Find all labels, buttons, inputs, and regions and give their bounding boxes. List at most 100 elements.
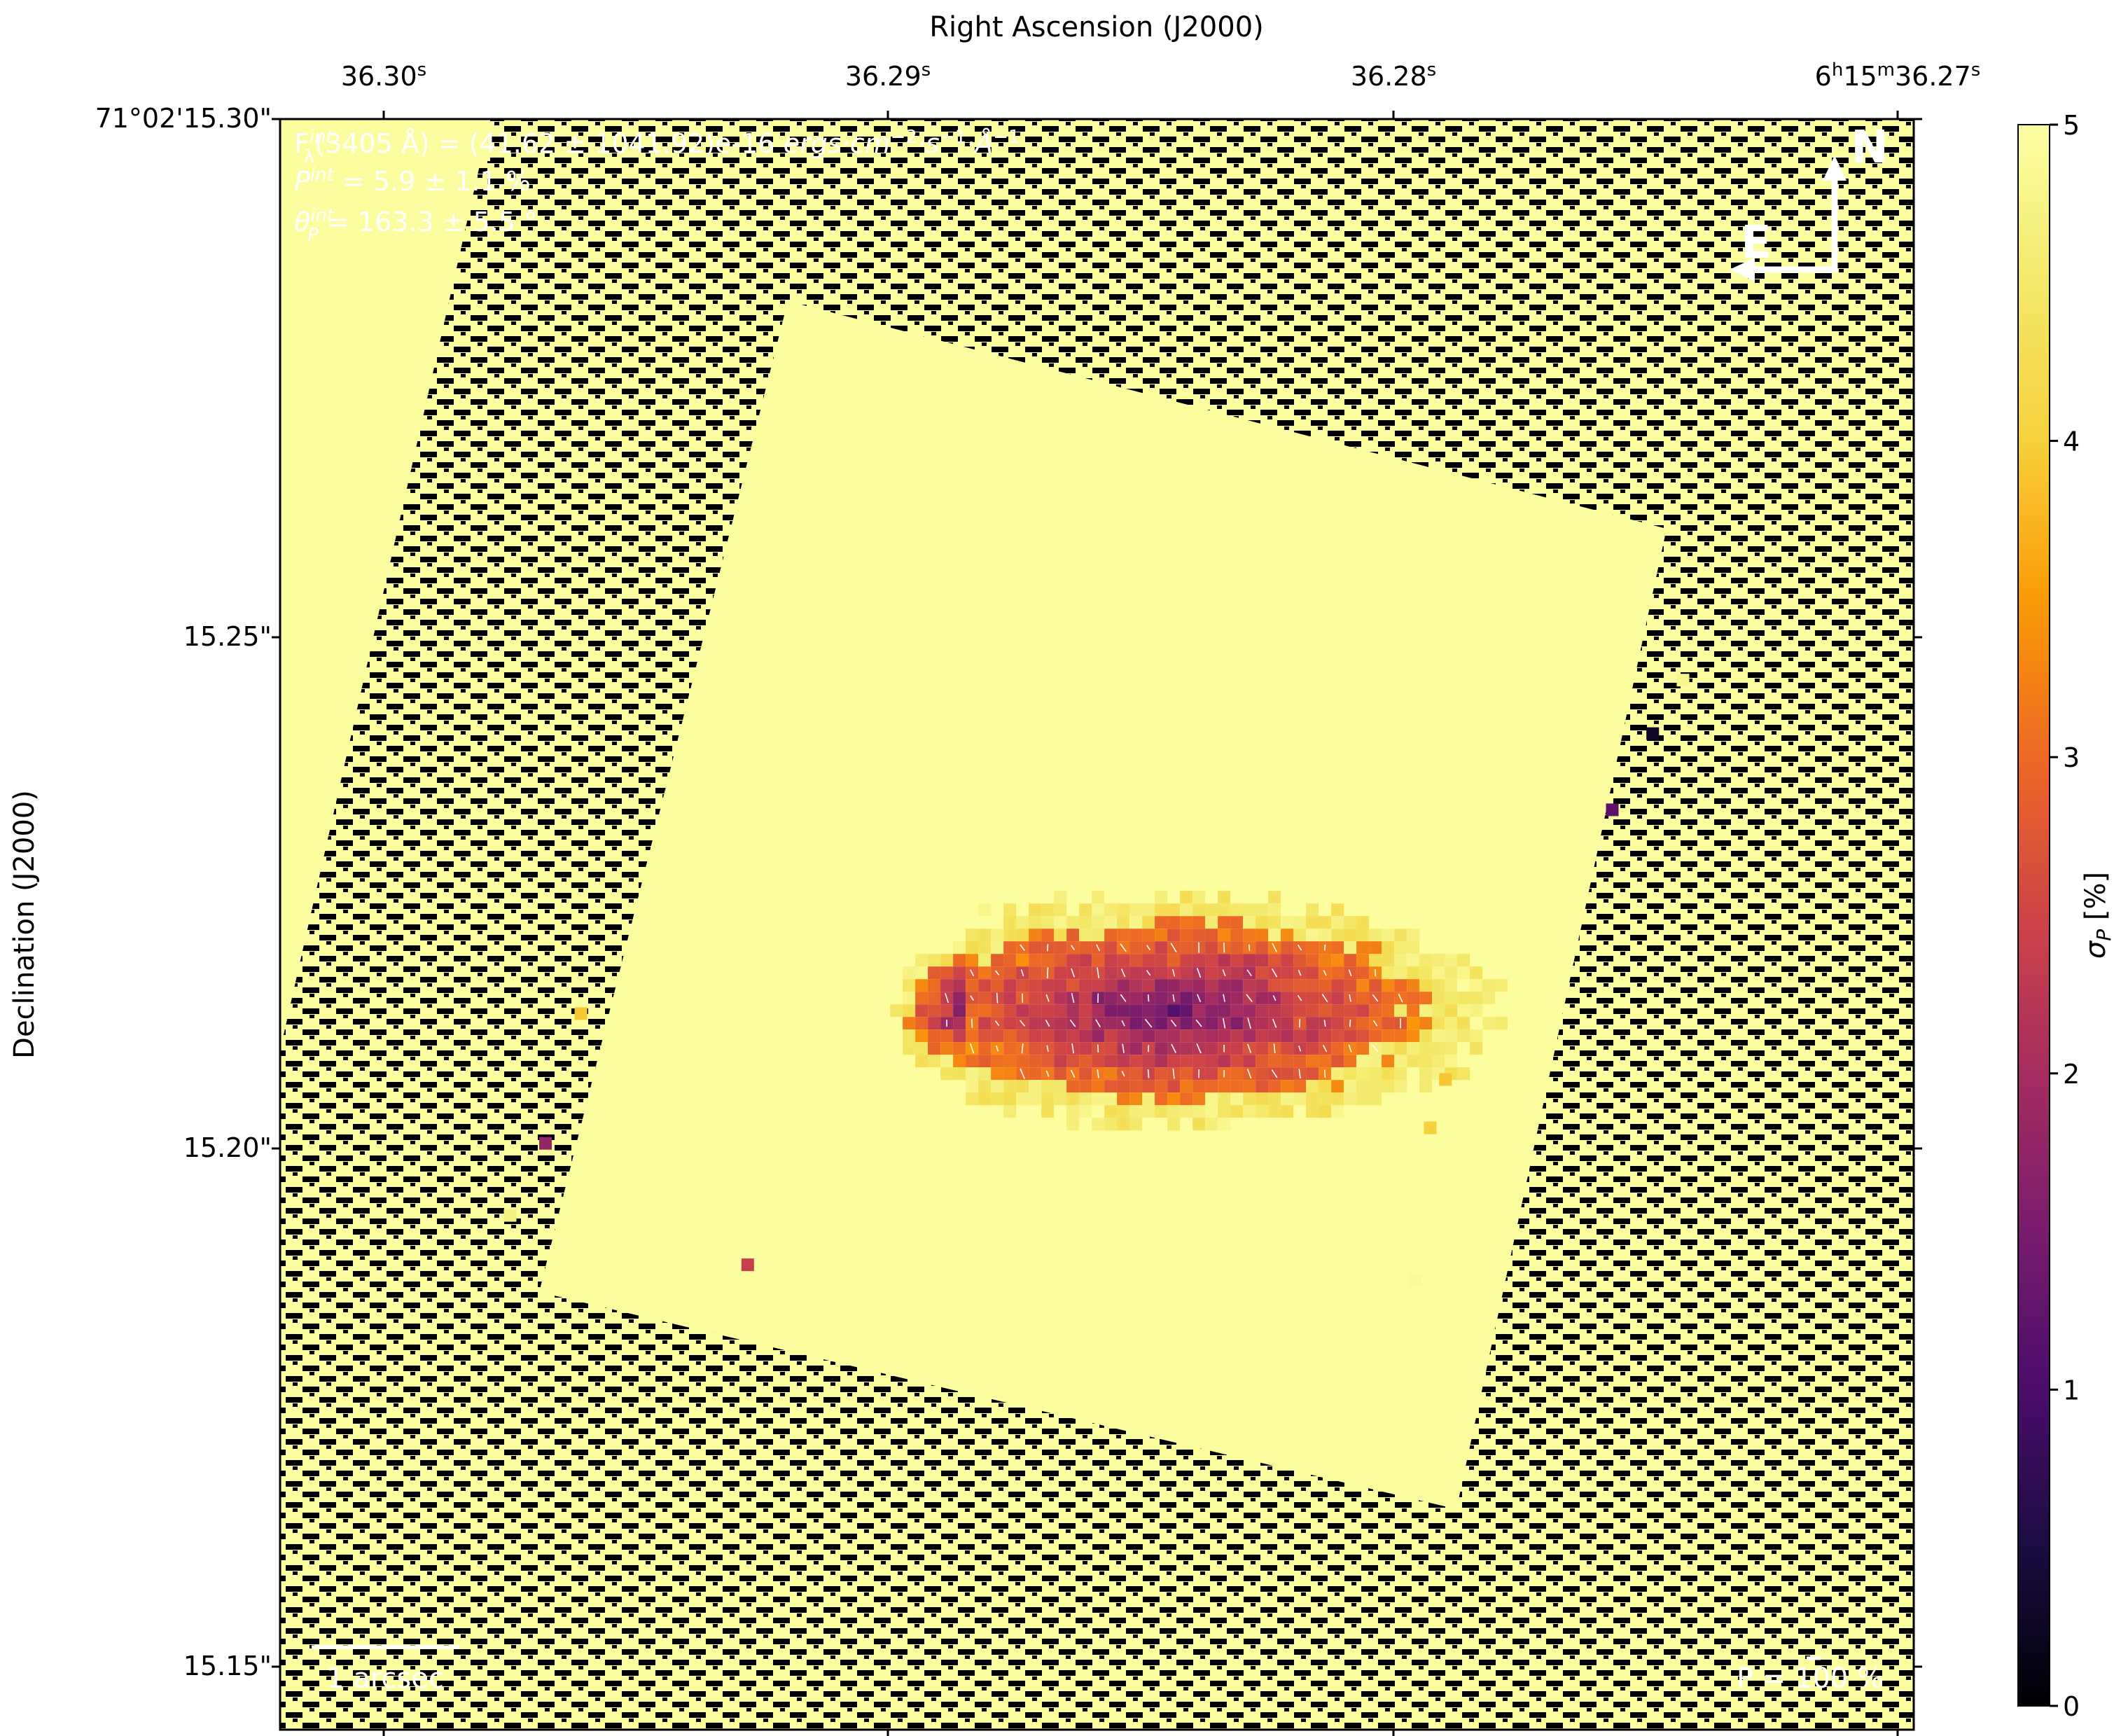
blob-pixel bbox=[1029, 1004, 1042, 1018]
blob-pixel bbox=[1104, 1029, 1118, 1043]
blob-pixel bbox=[1306, 1055, 1319, 1068]
blob-pixel bbox=[1306, 1080, 1319, 1093]
blob-pixel bbox=[1029, 966, 1042, 980]
isolated-pixel bbox=[574, 1007, 587, 1020]
blob-pixel bbox=[1319, 954, 1332, 967]
blob-pixel bbox=[1029, 916, 1042, 929]
blob-pixel bbox=[1104, 1017, 1118, 1030]
polarization-vector bbox=[971, 1018, 973, 1028]
blob-pixel bbox=[1319, 916, 1332, 929]
polarization-vector bbox=[1375, 969, 1377, 977]
x-tick-label-1: 36.29s bbox=[845, 60, 931, 92]
blob-pixel bbox=[928, 979, 941, 992]
blob-pixel bbox=[1457, 1067, 1470, 1081]
polarization-vector bbox=[1197, 994, 1202, 1003]
blob-pixel bbox=[1445, 992, 1458, 1005]
east-label: E bbox=[1741, 217, 1772, 269]
blob-pixel bbox=[1129, 916, 1143, 929]
polarization-vector bbox=[1071, 968, 1076, 978]
blob-pixel bbox=[1356, 1055, 1370, 1068]
blob-pixel bbox=[1041, 1055, 1055, 1068]
polarization-vector bbox=[1223, 994, 1225, 1002]
blob-pixel bbox=[903, 966, 916, 980]
blob-pixel bbox=[1180, 941, 1193, 954]
blob-pixel bbox=[1230, 941, 1244, 954]
blob-pixel bbox=[1041, 979, 1055, 992]
blob-pixel bbox=[1356, 992, 1370, 1005]
blob-pixel bbox=[1331, 1017, 1344, 1030]
polarization-vector bbox=[1248, 944, 1251, 951]
blob-pixel bbox=[978, 954, 992, 967]
blob-pixel bbox=[1066, 929, 1080, 942]
blob-pixel bbox=[1041, 1080, 1055, 1093]
blob-pixel bbox=[1167, 979, 1181, 992]
blob-pixel bbox=[991, 941, 1004, 954]
blob-pixel bbox=[953, 1029, 966, 1043]
blob-pixel bbox=[978, 1067, 992, 1081]
blob-pixel bbox=[1003, 1080, 1017, 1093]
blob-pixel bbox=[1218, 954, 1231, 967]
blob-pixel bbox=[940, 1004, 954, 1018]
blob-pixel bbox=[1117, 916, 1130, 929]
blob-pixel bbox=[1104, 979, 1118, 992]
blob-pixel bbox=[1306, 1105, 1319, 1118]
blob-pixel bbox=[1218, 1004, 1231, 1018]
blob-pixel bbox=[1419, 1004, 1433, 1018]
blob-pixel bbox=[1394, 954, 1407, 967]
polarization-vector bbox=[1348, 969, 1352, 977]
blob-pixel bbox=[1306, 1017, 1319, 1030]
blob-pixel bbox=[915, 1042, 929, 1055]
x-axis-title: Right Ascension (J2000) bbox=[929, 11, 1264, 43]
blob-pixel bbox=[1167, 1105, 1181, 1118]
blob-pixel bbox=[1054, 1029, 1067, 1043]
blob-pixel bbox=[1293, 1029, 1307, 1043]
blob-pixel bbox=[1382, 929, 1395, 942]
east-arrow-head bbox=[1730, 258, 1755, 282]
y-tick-label-0: 71°02'15.30" bbox=[95, 103, 272, 134]
blob-pixel bbox=[1281, 1055, 1294, 1068]
isolated-pixel bbox=[1606, 803, 1619, 817]
polarization-vector bbox=[1298, 1069, 1301, 1079]
blob-pixel bbox=[1180, 1042, 1193, 1055]
blob-pixel bbox=[1369, 954, 1382, 967]
polarization-vector bbox=[1148, 1045, 1150, 1053]
blob-pixel bbox=[1445, 1004, 1458, 1018]
blob-pixel bbox=[1016, 1092, 1029, 1106]
blob-pixel bbox=[1356, 979, 1370, 992]
blob-pixel bbox=[1192, 954, 1206, 967]
blob-pixel bbox=[1192, 929, 1206, 942]
blob-pixel bbox=[1256, 979, 1269, 992]
blob-pixel bbox=[1306, 1067, 1319, 1081]
blob-pixel bbox=[966, 1067, 979, 1081]
blob-pixel bbox=[978, 1092, 992, 1106]
blob-pixel bbox=[940, 966, 954, 980]
blob-pixel bbox=[1016, 916, 1029, 929]
blob-pixel bbox=[1344, 1029, 1357, 1043]
blob-pixel bbox=[1230, 1042, 1244, 1055]
blob-pixel bbox=[953, 992, 966, 1005]
polarization-vector bbox=[1222, 969, 1226, 977]
blob-pixel bbox=[1356, 1067, 1370, 1081]
blob-pixel bbox=[1457, 1029, 1470, 1043]
blob-pixel bbox=[1155, 1042, 1168, 1055]
blob-pixel bbox=[1129, 966, 1143, 980]
blob-pixel bbox=[1331, 1105, 1344, 1118]
blob-pixel bbox=[1382, 1004, 1395, 1018]
blob-pixel bbox=[953, 1067, 966, 1081]
blob-pixel bbox=[1041, 1029, 1055, 1043]
colorbar: 0 1 2 3 4 5 σP [%] bbox=[2017, 110, 2115, 1722]
blob-pixel bbox=[1230, 979, 1244, 992]
polarization-vector bbox=[1120, 968, 1126, 978]
blob-pixel bbox=[1256, 916, 1269, 929]
blob-pixel bbox=[1192, 1080, 1206, 1093]
blob-pixel bbox=[1142, 903, 1155, 917]
isolated-pixels bbox=[503, 674, 1690, 1287]
blob-pixel bbox=[1419, 1042, 1433, 1055]
blob-pixel bbox=[1129, 1105, 1143, 1118]
polarization-vector bbox=[1298, 969, 1302, 976]
blob-pixel bbox=[1104, 941, 1118, 954]
blob-pixel bbox=[991, 1004, 1004, 1018]
colorbar-gradient bbox=[2017, 124, 2050, 1707]
blob-pixel bbox=[1104, 954, 1118, 967]
blob-pixel bbox=[1029, 954, 1042, 967]
